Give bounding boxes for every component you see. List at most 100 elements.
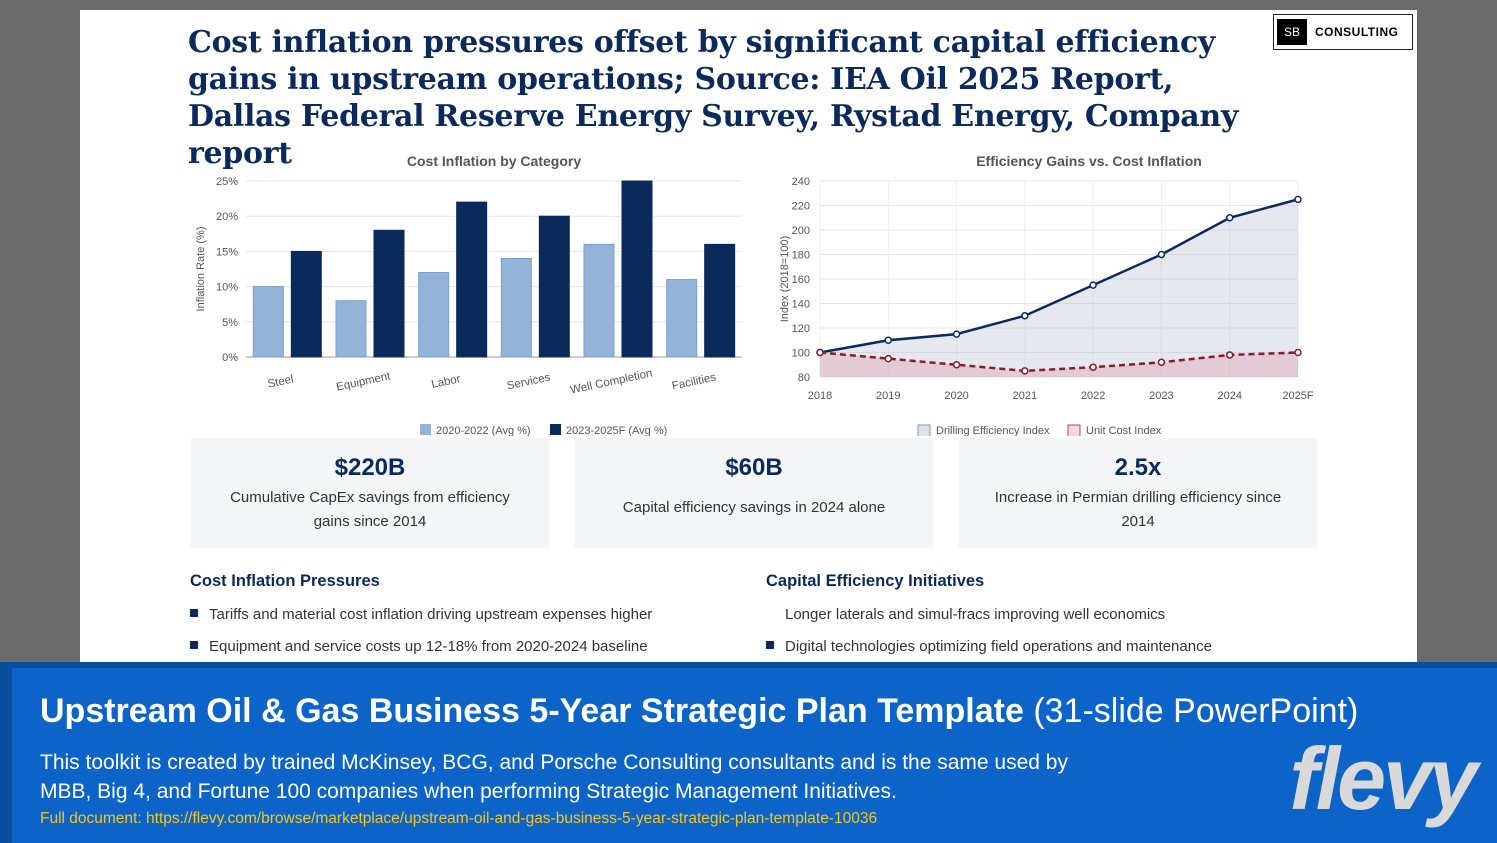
banner-title[interactable]: Upstream Oil & Gas Business 5-Year Strat…: [40, 692, 1358, 731]
legend-label: 2023-2025F (Avg %): [566, 425, 667, 436]
bullet-text: Tariffs and material cost inflation driv…: [209, 606, 653, 623]
bar-2023-2025f: [538, 215, 570, 358]
point-unit-cost: [884, 354, 893, 363]
stat-value: 2.5x: [1114, 454, 1162, 481]
bullet-item: Digital technologies optimizing field op…: [766, 638, 1212, 655]
x-tick-label: 2023: [1149, 390, 1173, 402]
bar-2020-2022: [666, 279, 698, 358]
point-unit-cost: [1021, 367, 1029, 375]
y-tick-label: 240: [792, 176, 810, 188]
point-unit-cost: [1157, 358, 1166, 367]
legend-swatch: [420, 424, 431, 435]
y-tick-label: 80: [798, 372, 810, 384]
x-tick-label: 2025F: [1282, 390, 1313, 402]
y-tick-label: 160: [792, 274, 810, 286]
legend-swatch: [917, 424, 931, 436]
legend-label: 2020-2022 (Avg %): [436, 425, 531, 436]
stat-value: $60B: [725, 454, 783, 481]
banner-title-main: Upstream Oil & Gas Business 5-Year Strat…: [40, 692, 1024, 730]
banner-description: This toolkit is created by trained McKin…: [40, 751, 1068, 803]
stat-desc: Increase in Permian drilling efficiency …: [994, 489, 1282, 530]
y-axis-label: Inflation Rate (%): [195, 227, 207, 312]
banner-panel: Upstream Oil & Gas Business 5-Year Strat…: [12, 668, 1497, 843]
x-tick-label: 2018: [808, 390, 832, 402]
bullet-item: Longer laterals and simul-fracs improvin…: [785, 606, 1165, 623]
y-tick-label: 120: [792, 323, 810, 335]
point-drilling-efficiency: [1021, 312, 1029, 320]
bullet-text: Digital technologies optimizing field op…: [785, 638, 1212, 655]
y-tick-label: 200: [792, 225, 810, 237]
bullet-square-icon: [190, 609, 198, 617]
bar-2020-2022: [335, 300, 367, 358]
point-drilling-efficiency: [1225, 214, 1234, 222]
stat-card-permian: 2.5x Increase in Permian drilling effici…: [959, 438, 1317, 548]
area-drilling-efficiency: [820, 199, 1298, 377]
chart-title: Efficiency Gains vs. Cost Inflation: [976, 153, 1202, 169]
line-chart: Efficiency Gains vs. Cost Inflation 80 100…: [779, 153, 1314, 436]
full-document-link[interactable]: Full document: https://flevy.com/browse/…: [40, 810, 878, 827]
x-tick-label: Well Completion: [569, 368, 653, 397]
x-tick-label: 2024: [1217, 390, 1241, 402]
y-tick-label: 140: [792, 299, 810, 311]
y-tick-label: 10%: [216, 282, 238, 294]
stat-desc: Cumulative CapEx savings from efficiency…: [230, 489, 510, 530]
x-tick-label: Steel: [267, 373, 295, 390]
promo-banner: Upstream Oil & Gas Business 5-Year Strat…: [0, 662, 1497, 843]
point-unit-cost: [1089, 363, 1097, 371]
bullet-text: Equipment and service costs up 12-18% fr…: [209, 638, 648, 655]
bar-chart: Cost Inflation by Category 0% 5% 10% 15% 20% 2…: [195, 153, 742, 436]
x-tick-label: Services: [506, 372, 552, 393]
point-drilling-efficiency: [952, 330, 961, 338]
x-tick-label: 2019: [876, 390, 900, 402]
point-drilling-efficiency: [1157, 250, 1166, 259]
bar-2020-2022: [252, 286, 284, 358]
bar-2020-2022: [500, 257, 532, 358]
stat-value: $220B: [334, 454, 406, 481]
point-drilling-efficiency: [1294, 195, 1302, 204]
y-tick-label: 20%: [216, 211, 238, 223]
point-unit-cost: [816, 348, 824, 357]
y-tick-label: 25%: [216, 176, 238, 188]
bar-2023-2025f: [456, 201, 488, 358]
consulting-logo: SB CONSULTING: [1273, 14, 1413, 50]
bar-2023-2025f: [621, 180, 653, 358]
point-unit-cost: [1225, 351, 1234, 359]
bar-2020-2022: [418, 272, 450, 358]
x-tick-label: 2020: [944, 390, 968, 402]
x-tick-label: 2022: [1081, 390, 1105, 402]
logo-box: SB: [1277, 19, 1307, 45]
x-tick-label: Facilities: [671, 371, 717, 392]
bullet-square-icon: [190, 641, 198, 649]
capital-efficiency-heading: Capital Efficiency Initiatives: [766, 572, 985, 590]
y-tick-label: 180: [792, 250, 810, 262]
stat-card-capex: $220B Cumulative CapEx savings from effi…: [191, 438, 549, 548]
cost-inflation-heading: Cost Inflation Pressures: [190, 572, 380, 590]
y-tick-label: 0%: [222, 352, 238, 364]
bullet-text: Longer laterals and simul-fracs improvin…: [785, 606, 1166, 623]
legend-swatch: [1067, 424, 1081, 436]
point-unit-cost: [952, 361, 961, 369]
flevy-logo[interactable]: flevy: [1289, 729, 1478, 828]
banner-title-sub: (31-slide PowerPoint): [1033, 692, 1359, 730]
legend-swatch: [550, 424, 561, 435]
point-drilling-efficiency: [1089, 281, 1097, 289]
legend-label: Drilling Efficiency Index: [936, 425, 1050, 436]
y-tick-label: 100: [792, 348, 810, 360]
bullet-item: Equipment and service costs up 12-18% fr…: [190, 638, 648, 655]
legend-label: Unit Cost Index: [1086, 425, 1162, 436]
y-tick-label: 5%: [222, 317, 238, 329]
bar-2023-2025f: [290, 250, 322, 358]
y-axis-label: Index (2018=100): [779, 236, 791, 323]
point-unit-cost: [1294, 348, 1302, 357]
bar-2023-2025f: [373, 229, 405, 358]
x-tick-label: Labor: [430, 373, 461, 391]
slide-title: Cost inflation pressures offset by signi…: [188, 25, 1239, 171]
area-unit-cost: [820, 352, 1298, 377]
slide: Cost inflation pressures offset by signi…: [80, 10, 1417, 670]
x-tick-label: 2021: [1013, 390, 1037, 402]
chart-title: Cost Inflation by Category: [407, 153, 581, 169]
x-tick-label: Equipment: [335, 370, 392, 393]
bar-2023-2025f: [704, 243, 736, 358]
logo-text: CONSULTING: [1315, 25, 1399, 39]
stat-desc: Capital efficiency savings in 2024 alone: [622, 499, 886, 516]
